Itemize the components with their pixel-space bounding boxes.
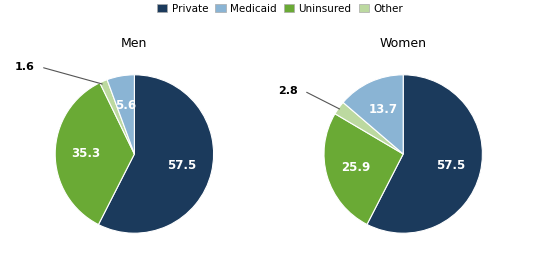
Wedge shape [55,83,134,225]
Wedge shape [107,75,134,154]
Text: 57.5: 57.5 [436,159,465,172]
Legend: Private, Medicaid, Uninsured, Other: Private, Medicaid, Uninsured, Other [153,0,407,18]
Text: 25.9: 25.9 [342,161,371,174]
Text: 35.3: 35.3 [71,147,100,160]
Text: 13.7: 13.7 [368,103,397,116]
Wedge shape [343,75,403,154]
Text: 5.6: 5.6 [115,99,137,112]
Text: 57.5: 57.5 [167,159,197,172]
Wedge shape [99,75,213,233]
Wedge shape [324,114,403,224]
Text: 2.8: 2.8 [278,86,298,96]
Wedge shape [335,102,403,154]
Text: 1.6: 1.6 [15,62,35,72]
Title: Women: Women [380,37,427,50]
Title: Men: Men [121,37,148,50]
Wedge shape [100,80,134,154]
Wedge shape [367,75,482,233]
